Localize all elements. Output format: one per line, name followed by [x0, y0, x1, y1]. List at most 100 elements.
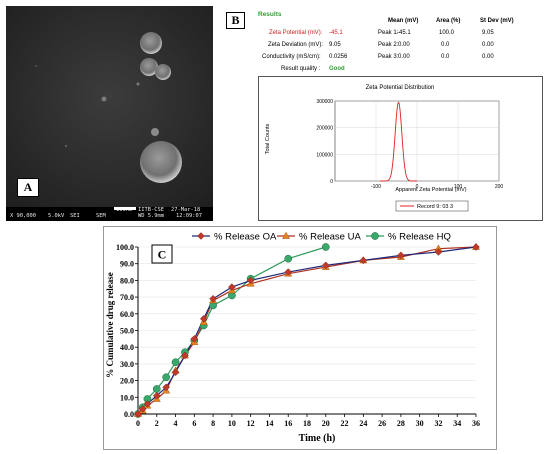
peak-2-stdev: 0.00: [482, 42, 494, 48]
y-tick-label: 60.0: [120, 310, 134, 319]
data-point-circle: [284, 254, 293, 263]
dist-y-tick-label: 0: [330, 179, 333, 185]
peak-1-label: Peak 1:: [378, 30, 399, 36]
peak-3-mean: 0.00: [398, 54, 410, 60]
x-tick-label: 14: [265, 419, 273, 428]
dist-y-tick-label: 300000: [316, 99, 333, 105]
peak-1-stdev: 9.05: [482, 30, 494, 36]
data-point-diamond: [246, 276, 255, 285]
drug-release-chart-panel: 0.0 10.0 20.0 30.0 40.0 50.0 60.0 70.0 80.0 90.0 1…: [103, 226, 497, 450]
zeta-deviation-label: Zeta Deviation (mV):: [268, 42, 324, 48]
data-point-diamond: [321, 261, 330, 270]
x-tick-label: 18: [303, 419, 311, 428]
legend-marker-triangle: [282, 231, 290, 239]
dist-x-tick-label: -100: [371, 184, 381, 190]
sem-micrograph: [6, 6, 213, 207]
legend-marker-circle: [371, 232, 379, 240]
panel-c-label-box: [151, 244, 173, 264]
y-tick-label: 40.0: [120, 343, 134, 352]
data-point-diamond: [134, 410, 142, 418]
col-header-mean: Mean (mV): [388, 18, 419, 24]
col-header-area: Area (%): [436, 18, 461, 24]
x-tick-label: 0: [136, 419, 140, 428]
x-tick-label: 36: [472, 419, 480, 428]
sem-image-panel: A X 90,000 5.0kV SEI SEM 100nm IITB-CSE …: [6, 6, 213, 221]
y-tick-label: 70.0: [120, 293, 134, 302]
x-tick-label: 26: [378, 419, 386, 428]
y-tick-label: 90.0: [120, 260, 134, 269]
data-point-diamond: [359, 256, 368, 265]
data-point-diamond: [397, 251, 405, 260]
dist-chart-title: Zeta Potential Distribution: [366, 85, 435, 91]
nanoparticle: [155, 64, 171, 80]
peak-3-label: Peak 3:: [378, 54, 399, 60]
data-point-diamond: [284, 268, 293, 276]
peak-1-mean: -45.1: [397, 30, 411, 36]
x-tick-label: 32: [434, 419, 442, 428]
dist-x-tick-label: 0: [416, 184, 419, 190]
distribution-chart-frame: Zeta Potential Distribution Total Counts…: [258, 76, 543, 221]
zeta-potential-label: Zeta Potential (mV):: [269, 30, 323, 36]
data-point-circle: [152, 385, 161, 393]
x-axis-label: Time (h): [299, 433, 336, 444]
peak-2-label: Peak 2:: [378, 42, 399, 48]
data-point-circle: [321, 243, 330, 251]
results-title: Results: [258, 11, 282, 18]
result-quality-label: Result quality :: [281, 66, 321, 72]
panel-c-label: C: [158, 248, 167, 262]
conductivity-value: 0.0256: [329, 54, 348, 60]
nanoparticle: [140, 58, 158, 76]
sem-scale-bar: [114, 207, 136, 210]
nanoparticle: [140, 32, 162, 54]
y-tick-label: 80.0: [120, 276, 134, 285]
data-point-circle: [162, 373, 171, 382]
nanoparticle: [151, 128, 159, 136]
x-tick-label: 4: [174, 419, 178, 428]
sem-time: 12:09:07: [176, 213, 202, 219]
y-tick-label: 50.0: [120, 327, 134, 336]
data-point-diamond: [143, 400, 152, 408]
legend-label: % Release OA: [214, 232, 277, 243]
dist-legend-label: Record 9: 03 3: [417, 204, 453, 210]
panel-b-label: B: [226, 12, 245, 29]
data-point-diamond: [138, 405, 147, 413]
x-tick-label: 12: [247, 419, 255, 428]
x-tick-label: 2: [155, 419, 159, 428]
peak-3-area: 0.0: [441, 54, 450, 60]
dist-x-tick-label: 200: [495, 184, 504, 190]
x-tick-label: 28: [397, 419, 405, 428]
legend-label: % Release UA: [299, 232, 361, 243]
dist-legend: Record 9: 03 3: [395, 200, 469, 212]
x-tick-label: 10: [228, 419, 236, 428]
y-tick-label: 20.0: [120, 377, 134, 386]
peak-1-area: 100.0: [439, 30, 455, 36]
dist-x-tick-label: 100: [454, 184, 463, 190]
drug-release-chart: 0.0 10.0 20.0 30.0 40.0 50.0 60.0 70.0 80.0 90.0 1…: [105, 231, 480, 445]
peak-3-stdev: 0.00: [482, 54, 494, 60]
y-tick-label: 10.0: [120, 393, 134, 402]
zeta-results-panel: B Results Mean (mV) Area (%) St Dev (mV)…: [224, 6, 546, 221]
data-point-circle: [171, 358, 180, 367]
result-quality-value: Good: [329, 66, 345, 72]
x-tick-label: 22: [341, 419, 349, 428]
data-point-diamond: [472, 243, 480, 251]
data-point-diamond: [209, 294, 217, 303]
sem-mode: SEM: [96, 213, 106, 219]
panel-a-label: A: [17, 178, 39, 197]
dist-x-axis-label: Apparent Zeta Potential (mV): [395, 187, 466, 193]
x-tick-label: 20: [322, 419, 330, 428]
dist-y-tick-label: 100000: [316, 152, 333, 158]
sem-voltage: 5.0kV: [48, 213, 65, 219]
nanoparticle: [140, 141, 182, 183]
x-tick-label: 8: [211, 419, 215, 428]
zeta-distribution-chart: Zeta Potential Distribution Total Counts…: [265, 85, 504, 212]
sem-detector: SEI: [70, 213, 80, 219]
y-tick-label: 0.0: [124, 410, 134, 419]
y-tick-label: 100.0: [116, 243, 134, 252]
sem-info-bar: X 90,000 5.0kV SEI SEM 100nm IITB-CSE 27…: [6, 207, 213, 221]
zeta-deviation-value: 9.05: [329, 42, 341, 48]
sem-scale-length: 100nm: [116, 207, 133, 213]
sem-facility: IITB-CSE: [138, 207, 164, 213]
dist-y-axis-label: Total Counts: [265, 123, 271, 154]
x-tick-label: 24: [359, 419, 367, 428]
